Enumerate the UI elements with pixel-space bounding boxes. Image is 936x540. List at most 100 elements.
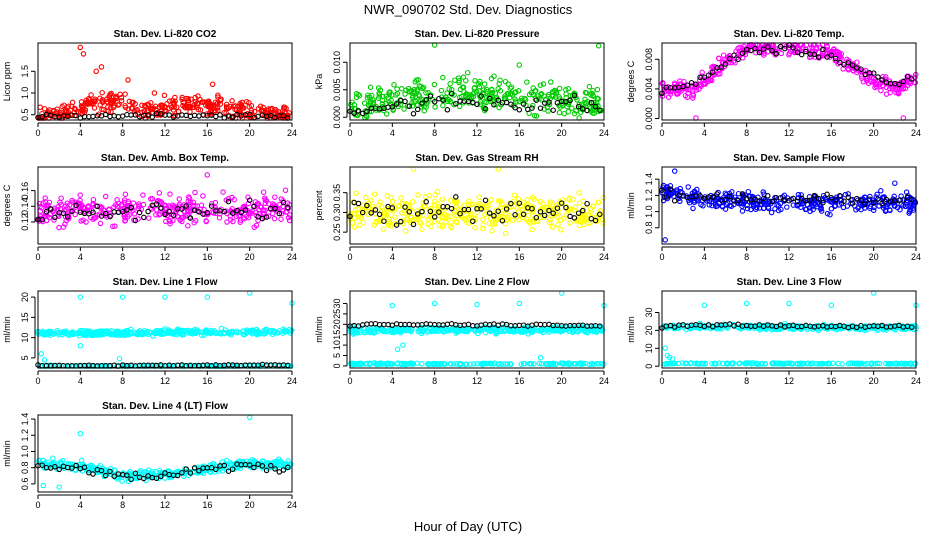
point bbox=[691, 188, 698, 195]
panel-title: Stan. Dev. Line 2 Flow bbox=[425, 277, 530, 288]
point bbox=[249, 457, 255, 463]
y-axis-label: ml/min bbox=[2, 440, 12, 467]
point bbox=[518, 361, 524, 367]
point bbox=[478, 93, 484, 99]
point bbox=[141, 475, 147, 482]
point bbox=[386, 216, 392, 222]
x-tick-label: 0 bbox=[659, 252, 664, 262]
point bbox=[376, 90, 382, 96]
point bbox=[269, 201, 276, 207]
x-tick-label: 20 bbox=[245, 128, 255, 138]
point bbox=[858, 66, 864, 72]
point bbox=[209, 81, 216, 88]
point bbox=[203, 218, 209, 224]
point bbox=[122, 191, 129, 198]
point bbox=[153, 475, 160, 482]
point bbox=[168, 204, 174, 210]
point bbox=[671, 198, 678, 204]
point bbox=[158, 108, 165, 115]
x-tick-label: 12 bbox=[472, 128, 482, 138]
point bbox=[199, 468, 205, 475]
point bbox=[361, 329, 368, 336]
point bbox=[470, 218, 476, 224]
point bbox=[398, 218, 404, 225]
point bbox=[245, 214, 252, 221]
point bbox=[52, 463, 58, 470]
point bbox=[232, 103, 239, 109]
y-tick-label: 30 bbox=[332, 298, 342, 308]
point bbox=[480, 216, 486, 223]
point bbox=[586, 83, 593, 90]
point bbox=[476, 194, 482, 200]
point bbox=[431, 99, 438, 105]
point bbox=[782, 45, 788, 52]
point bbox=[254, 201, 261, 207]
point bbox=[497, 198, 504, 205]
point bbox=[76, 329, 82, 336]
point bbox=[777, 195, 784, 201]
point bbox=[550, 89, 556, 95]
point bbox=[597, 107, 603, 113]
point bbox=[786, 50, 793, 56]
point bbox=[671, 324, 678, 330]
point bbox=[116, 355, 123, 362]
y-axis: 0.81.01.21.4 bbox=[644, 173, 660, 234]
data-points bbox=[35, 44, 292, 121]
point bbox=[862, 361, 868, 367]
y-tick-label: 0.010 bbox=[332, 51, 342, 74]
point bbox=[575, 103, 582, 110]
point bbox=[69, 465, 75, 471]
point bbox=[107, 213, 113, 220]
point bbox=[64, 200, 70, 206]
point bbox=[414, 211, 421, 217]
point bbox=[505, 81, 511, 87]
point bbox=[166, 105, 172, 112]
point bbox=[850, 68, 857, 74]
point bbox=[529, 322, 535, 328]
y-tick-label: 0.000 bbox=[332, 106, 342, 129]
point bbox=[535, 92, 542, 99]
point bbox=[98, 213, 105, 219]
point bbox=[470, 91, 476, 97]
point bbox=[195, 101, 201, 107]
point bbox=[516, 107, 523, 113]
y-tick-label: 0.008 bbox=[644, 48, 654, 71]
point bbox=[365, 211, 372, 218]
point bbox=[246, 197, 253, 203]
point bbox=[462, 327, 469, 333]
point bbox=[282, 187, 289, 194]
x-tick-label: 0 bbox=[347, 376, 352, 386]
y-tick-label: 20 bbox=[644, 325, 654, 335]
point bbox=[710, 69, 716, 76]
point bbox=[36, 200, 43, 207]
point bbox=[471, 85, 478, 91]
point bbox=[472, 224, 478, 231]
x-tick-label: 0 bbox=[347, 128, 352, 138]
y-axis-label: kPa bbox=[314, 74, 324, 90]
point bbox=[876, 82, 883, 88]
point bbox=[556, 94, 562, 100]
point bbox=[122, 102, 128, 109]
point bbox=[798, 51, 805, 58]
point bbox=[895, 89, 901, 96]
point bbox=[777, 43, 784, 50]
point bbox=[871, 78, 877, 85]
point bbox=[817, 360, 823, 367]
point bbox=[478, 361, 484, 367]
point bbox=[546, 207, 552, 214]
point bbox=[39, 113, 45, 120]
point bbox=[486, 210, 493, 216]
point bbox=[278, 216, 284, 222]
point bbox=[229, 210, 236, 216]
point bbox=[424, 361, 431, 367]
point bbox=[696, 360, 702, 367]
data-points bbox=[35, 414, 294, 490]
point bbox=[37, 104, 43, 111]
x-axis: 0 4 8 12 16 20 24 bbox=[347, 370, 609, 386]
point bbox=[435, 201, 441, 207]
point bbox=[251, 224, 258, 231]
point bbox=[671, 81, 678, 88]
point bbox=[442, 219, 449, 225]
point bbox=[100, 106, 107, 113]
